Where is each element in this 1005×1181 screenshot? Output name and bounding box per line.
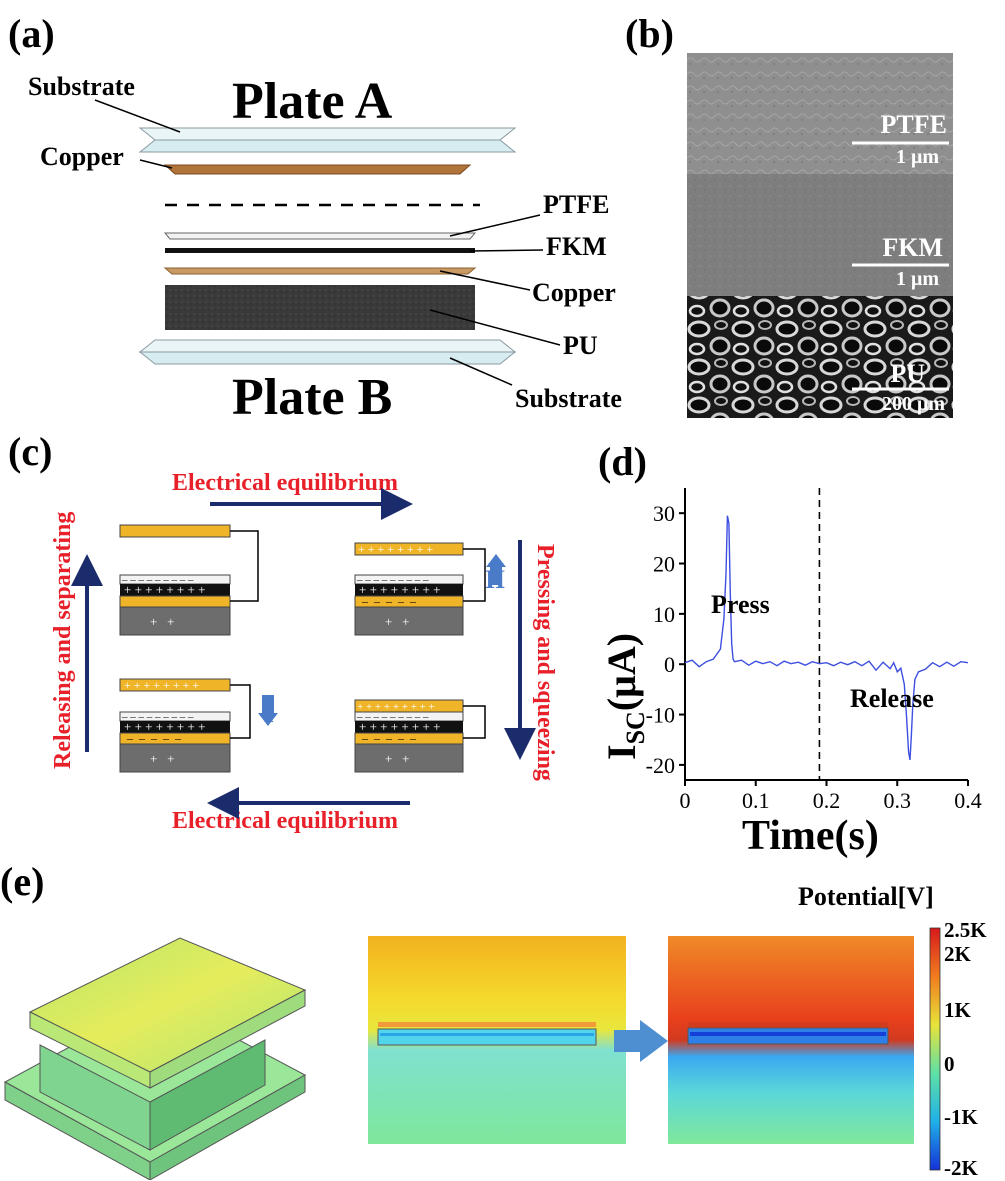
press-annotation: Press: [711, 590, 770, 619]
sem-ptfe-label: PTFE: [880, 110, 947, 139]
label-substrate-top: Substrate: [28, 72, 135, 101]
panel-e: Potential[V] 2.5K 2K 1K 0 -1K -2K: [0, 870, 1005, 1180]
sem-ptfe-image: [687, 53, 953, 174]
svg-text:+ + + + + + + +: + + + + + + + +: [124, 582, 205, 597]
top-arrow-label: Electrical equilibrium: [172, 470, 398, 496]
x-tick-label: 0.3: [884, 788, 912, 813]
sem-fkm-image: [687, 174, 953, 296]
svg-text:+ + + + + + + + +: + + + + + + + + +: [357, 701, 435, 713]
x-tick-label: 0: [680, 788, 691, 813]
svg-text:+ + + + + + + +: + + + + + + + +: [359, 719, 440, 734]
charge-cycle-diagram: ‒ ‒ ‒ ‒ ‒ ‒ ‒ ‒ ‒ + + + + + + + + + + + …: [71, 488, 536, 819]
colorbar: [929, 927, 941, 1171]
label-fkm: FKM: [546, 232, 607, 261]
x-tick-label: 0.4: [954, 788, 982, 813]
release-annotation: Release: [850, 684, 934, 713]
y-axis-title: ISC(μA): [598, 633, 651, 760]
y-axis-title-unit: (μA): [599, 632, 644, 712]
svg-text:+ + + + + + + +: + + + + + + + +: [124, 719, 205, 734]
panel-label-c: (c): [8, 429, 53, 474]
svg-text:‒ ‒ ‒ ‒ ‒ ‒ ‒ ‒ ‒: ‒ ‒ ‒ ‒ ‒ ‒ ‒ ‒ ‒: [356, 574, 429, 586]
colorbar-tick-neg2000: -2K: [944, 1156, 978, 1180]
panel-c: Electrical equilibrium Electrical equili…: [0, 440, 590, 840]
colorbar-tick-2500: 2.5K: [944, 918, 987, 942]
colorbar-tick-0: 0: [944, 1052, 955, 1076]
copper-bottom-layer: [163, 267, 477, 275]
panel-label-d: (d): [598, 439, 647, 484]
sem-pu-scale: 200 μm: [882, 393, 945, 415]
panel-label-b: (b): [625, 11, 674, 56]
colorbar-tick-neg1000: -1K: [944, 1105, 978, 1129]
y-tick-label: 10: [653, 602, 675, 627]
y-tick-label: 0: [664, 652, 675, 677]
label-copper-top: Copper: [40, 142, 124, 171]
svg-text:‒ ‒ ‒ ‒ ‒ ‒ ‒ ‒ ‒: ‒ ‒ ‒ ‒ ‒ ‒ ‒ ‒ ‒: [356, 711, 429, 723]
device-contact: + + + + + + + + + ‒ ‒ ‒ ‒ ‒ ‒ ‒ ‒ ‒ + + …: [354, 699, 486, 773]
label-substrate-bottom: Substrate: [515, 384, 622, 413]
current-series-line: [684, 515, 969, 761]
sem-image-stack: [687, 53, 953, 418]
svg-text:‒ ‒ ‒ ‒ ‒: ‒ ‒ ‒ ‒ ‒: [361, 594, 417, 608]
x-axis-title: Time(s): [742, 813, 879, 859]
sem-pu-label: PU: [890, 359, 925, 388]
y-tick-label: -20: [646, 753, 675, 778]
svg-text:+ + + + + + + +: + + + + + + + +: [358, 542, 433, 556]
right-arrow-label: Pressing and squeezing: [532, 543, 558, 781]
panel-d-chart: 30 20 10 0 -10 -20 0 0.1 0.2 0.3 0.4 Press Release…: [590, 460, 1000, 860]
svg-text:‒ ‒ ‒ ‒ ‒ ‒ ‒ ‒ ‒: ‒ ‒ ‒ ‒ ‒ ‒ ‒ ‒ ‒: [121, 574, 194, 586]
plate-b-title: Plate B: [232, 369, 393, 426]
plate-a-title: Plate A: [232, 73, 393, 130]
ptfe-layer: [163, 232, 477, 240]
stage-i-mark: I: [264, 699, 274, 728]
y-tick-label: 20: [653, 552, 675, 577]
x-tick-label: 0.2: [813, 788, 841, 813]
colorbar-title: Potential[V]: [798, 882, 934, 911]
stage-ii-mark: II: [485, 565, 505, 594]
svg-text:‒ ‒ ‒ ‒ ‒: ‒ ‒ ‒ ‒ ‒: [126, 731, 182, 745]
device-separated: ‒ ‒ ‒ ‒ ‒ ‒ ‒ ‒ ‒ + + + + + + + + + +: [119, 524, 259, 636]
device-releasing: + + + + + + + + ‒ ‒ ‒ ‒ ‒ ‒ ‒ ‒ ‒ + + + …: [119, 678, 278, 773]
substrate-top-plate: [138, 127, 517, 153]
device-approaching: + + + + + + + + ‒ ‒ ‒ ‒ ‒ ‒ ‒ ‒ ‒ + + + …: [354, 542, 506, 636]
sem-pu-image: [687, 296, 953, 418]
sem-ptfe-scale: 1 μm: [896, 146, 939, 168]
copper-top-layer: [163, 164, 472, 175]
transition-arrow: [614, 1020, 668, 1062]
substrate-bottom-plate: [138, 339, 517, 365]
svg-text:+ +: + +: [150, 751, 174, 766]
simulation-separated: [368, 936, 626, 1144]
device-3d-model: [3, 937, 307, 1180]
svg-text:‒ ‒ ‒ ‒ ‒ ‒ ‒ ‒ ‒: ‒ ‒ ‒ ‒ ‒ ‒ ‒ ‒ ‒: [121, 711, 194, 723]
panel-b-sem-images: PTFE 1 μm FKM 1 μm PU 200 μm: [687, 53, 953, 418]
sem-fkm-label: FKM: [882, 233, 943, 262]
sem-fkm-scale: 1 μm: [896, 268, 939, 290]
svg-text:+ +: + +: [150, 614, 174, 629]
layer-stack-drawing: [94, 99, 561, 386]
svg-text:+ + + + + + + +: + + + + + + + +: [359, 582, 440, 597]
label-copper-bottom: Copper: [532, 278, 616, 307]
y-tick-label: 30: [653, 501, 675, 526]
y-axis-title-main: I: [599, 744, 644, 760]
label-ptfe: PTFE: [543, 190, 610, 219]
x-tick-label: 0.1: [742, 788, 770, 813]
svg-text:+ +: + +: [385, 614, 409, 629]
svg-text:+ +: + +: [385, 751, 409, 766]
svg-text:‒ ‒ ‒ ‒ ‒: ‒ ‒ ‒ ‒ ‒: [361, 731, 417, 745]
svg-text:+ + + + + + + +: + + + + + + + +: [124, 678, 199, 692]
panel-label-a: (a): [8, 11, 55, 56]
potential-simulation-drawing: [3, 927, 941, 1180]
label-pu: PU: [563, 331, 598, 360]
panel-a: Plate A Plate B Substrate Copper PTFE FK…: [0, 0, 670, 426]
colorbar-tick-2000: 2K: [944, 942, 971, 966]
y-axis-title-sub: SC: [621, 711, 650, 745]
simulation-pressed: [668, 936, 914, 1144]
panel-label-e: (e): [0, 859, 45, 904]
fkm-layer: [165, 248, 475, 253]
colorbar-tick-1000: 1K: [944, 998, 971, 1022]
y-tick-label: -10: [646, 703, 675, 728]
